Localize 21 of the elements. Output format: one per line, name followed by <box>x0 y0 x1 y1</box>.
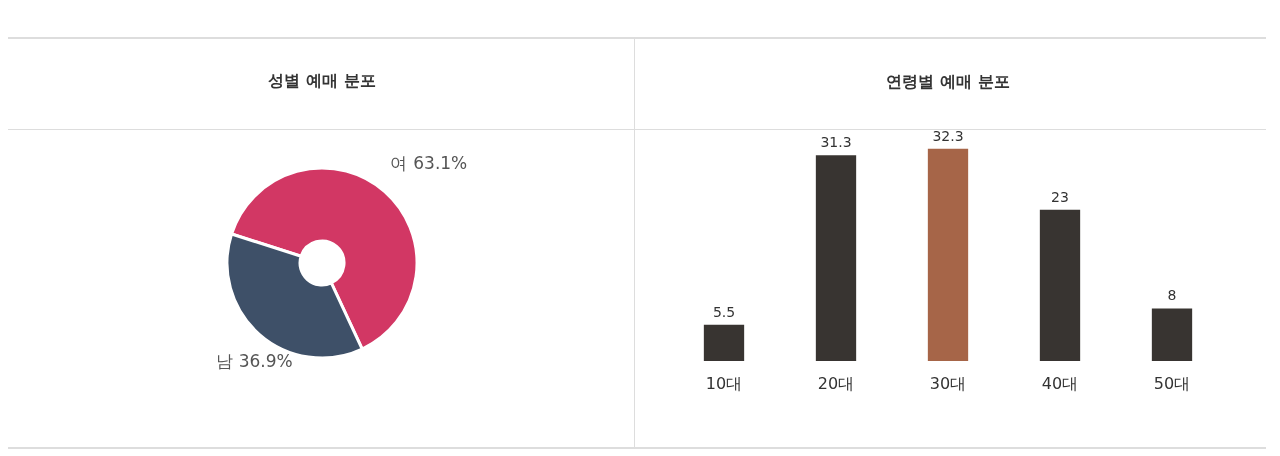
bar <box>815 155 857 361</box>
x-tick-label: 10대 <box>705 373 743 393</box>
chart-title: 성별 예매 분포 <box>268 71 376 90</box>
x-tick-label: 30대 <box>929 373 967 393</box>
data-label: 23 <box>1051 188 1069 205</box>
data-label: 36.9% <box>238 351 293 372</box>
bar <box>703 324 745 361</box>
data-label: 32.3 <box>932 127 964 144</box>
bar <box>1039 209 1081 361</box>
data-label: 31.3 <box>820 134 852 151</box>
bar <box>927 148 969 361</box>
slice-label: 여 <box>390 152 408 173</box>
chart-title: 연령별 예매 분포 <box>886 71 1010 91</box>
bar <box>1151 308 1193 361</box>
data-label: 8 <box>1167 287 1177 304</box>
data-label: 5.5 <box>712 303 736 320</box>
x-tick-label: 50대 <box>1153 373 1191 393</box>
x-tick-label: 40대 <box>1041 373 1079 393</box>
data-label: 63.1% <box>413 152 468 173</box>
slice-label: 남 <box>215 351 233 372</box>
x-tick-label: 20대 <box>817 373 855 393</box>
